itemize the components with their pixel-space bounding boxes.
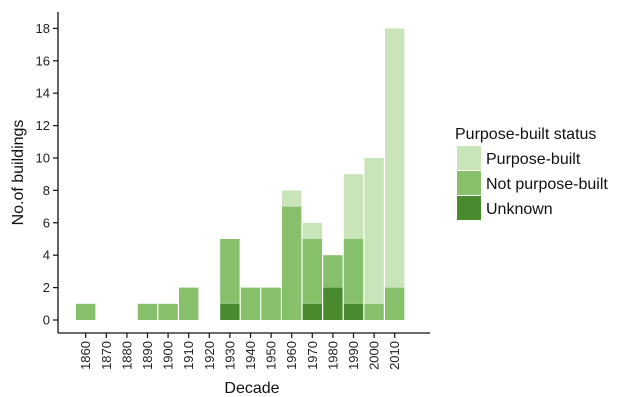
legend-swatch-unknown [457,196,481,220]
bar-segment-1930-not-purpose-built [220,239,240,304]
x-tick-label-1920: 1920 [202,341,217,370]
legend-label-unknown: Unknown [486,201,553,218]
x-tick-label-1880: 1880 [119,341,134,370]
x-tick-label-2010: 2010 [387,341,402,370]
bar-segment-2010-purpose-built [385,28,405,288]
legend-label-purpose-built: Purpose-built [486,151,581,168]
legend-swatch-purpose-built [457,146,481,170]
legend-swatch-not-purpose-built [457,171,481,195]
bar-segment-2000-purpose-built [364,158,384,304]
x-tick-label-1930: 1930 [222,341,237,370]
y-tick-label-2: 2 [43,280,50,295]
x-tick-label-1940: 1940 [243,341,258,370]
x-axis-ticks: 1860 1870 1880 1890 1900 1910 1920 1930 1940 1950… [78,333,402,370]
bar-segment-1890-not-purpose-built [137,303,158,320]
bar-segment-1990-not-purpose-built [343,239,364,304]
x-tick-label-1870: 1870 [99,341,114,370]
y-tick-label-10: 10 [36,151,50,166]
bar-segment-1980-not-purpose-built [323,255,343,288]
bar-segment-1860-not-purpose-built [76,303,96,320]
x-axis-title: Decade [224,380,279,397]
y-tick-label-14: 14 [36,86,50,101]
bar-segment-1910-not-purpose-built [179,287,199,320]
x-tick-label-1980: 1980 [325,341,340,370]
x-tick-label-1960: 1960 [284,341,299,370]
y-tick-label-8: 8 [43,183,50,198]
x-tick-label-1860: 1860 [78,341,93,370]
x-tick-label-1910: 1910 [181,341,196,370]
y-axis-ticks: 0 2 4 6 8 10 12 14 16 18 [36,21,58,328]
y-tick-label-18: 18 [36,21,50,36]
bar-segment-1950-not-purpose-built [261,287,281,320]
legend-label-not-purpose-built: Not purpose-built [486,176,608,193]
bar-segment-1960-not-purpose-built [282,206,302,320]
bar-segment-1970-not-purpose-built [302,239,322,304]
bar-segment-2010-not-purpose-built [385,287,405,320]
y-tick-label-4: 4 [43,248,50,263]
y-axis-title: No.of buildings [10,120,27,226]
bar-segment-1980-unknown [323,287,343,320]
bar-segment-1970-purpose-built [302,222,322,239]
bar-segment-1990-purpose-built [343,174,364,239]
bar-segment-2000-not-purpose-built [364,303,384,320]
x-tick-label-2000: 2000 [367,341,382,370]
x-tick-label-1890: 1890 [140,341,155,370]
x-tick-label-1970: 1970 [305,341,320,370]
x-tick-label-1900: 1900 [161,341,176,370]
legend: Purpose-built status Purpose-built Not pu… [455,126,608,220]
legend-title: Purpose-built status [455,126,596,143]
bar-segment-1970-unknown [302,303,322,320]
y-tick-label-6: 6 [43,215,50,230]
bar-segment-1960-purpose-built [282,190,302,207]
bar-segment-1940-not-purpose-built [240,287,261,320]
x-tick-label-1990: 1990 [346,341,361,370]
y-tick-label-0: 0 [43,313,50,328]
x-tick-label-1950: 1950 [264,341,279,370]
bar-segment-1930-unknown [220,303,240,320]
bars-group [76,28,405,320]
y-tick-label-12: 12 [36,118,50,133]
bar-segment-1900-not-purpose-built [158,303,178,320]
bar-segment-1990-unknown [343,303,364,320]
y-tick-label-16: 16 [36,53,50,68]
